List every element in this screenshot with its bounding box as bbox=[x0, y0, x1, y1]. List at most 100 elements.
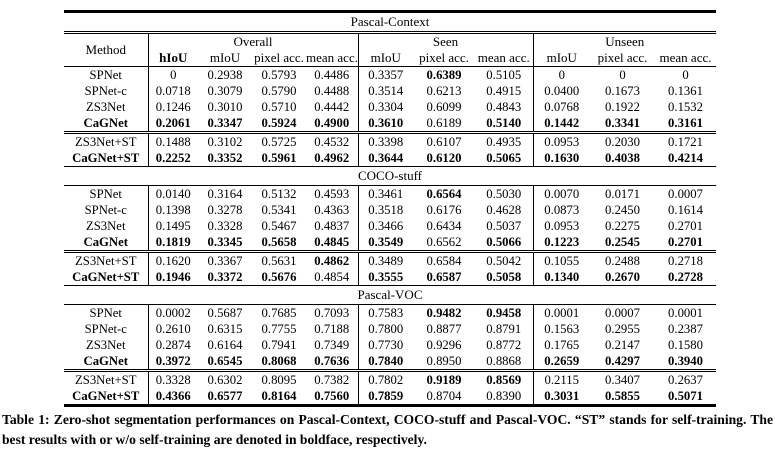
method-cell: CaGNet+ST bbox=[72, 389, 140, 403]
value-cell: 0.2955 bbox=[605, 322, 640, 336]
section-title-row: Pascal-Context bbox=[64, 10, 716, 34]
value-cell: 0.3079 bbox=[207, 84, 243, 98]
value-cell: 0.0718 bbox=[147, 83, 198, 99]
results-table-wrap: Pascal-Context Method Overall Seen Unsee… bbox=[64, 10, 716, 407]
value-cell: 0.7859 bbox=[357, 388, 413, 406]
value-cell: 0.1340 bbox=[532, 269, 590, 286]
method-cell: CaGNet+ST bbox=[72, 151, 140, 165]
value-cell: 0.4837 bbox=[314, 219, 350, 233]
value-cell: 0.7730 bbox=[357, 337, 413, 353]
method-cell: ZS3Net bbox=[86, 219, 126, 233]
value-cell: 0.6189 bbox=[426, 116, 462, 130]
method-cell: CaGNet bbox=[83, 354, 128, 368]
table-body: Pascal-Context Method Overall Seen Unsee… bbox=[64, 10, 716, 406]
value-cell: 0.3372 bbox=[207, 270, 243, 284]
value-cell: 0.5855 bbox=[605, 389, 640, 403]
value-cell: 0.5631 bbox=[252, 250, 306, 269]
col-header-miou-unseen: mIoU bbox=[532, 50, 590, 67]
header-row-metrics: hIoU mIoU pixel acc. mean acc. mIoU pixe… bbox=[64, 50, 716, 67]
value-cell: 0.8068 bbox=[261, 354, 297, 368]
value-cell: 0.3347 bbox=[207, 116, 243, 130]
value-cell: 0.7840 bbox=[357, 353, 413, 371]
value-cell: 0.3518 bbox=[357, 202, 413, 218]
value-cell: 0.5710 bbox=[261, 100, 297, 114]
value-cell: 0.3102 bbox=[198, 131, 252, 150]
value-cell: 0.1946 bbox=[147, 269, 198, 286]
value-cell: 0.6315 bbox=[207, 322, 243, 336]
value-cell: 0.1488 bbox=[147, 131, 198, 150]
value-cell: 0.0070 bbox=[532, 185, 590, 202]
value-cell: 0.0953 bbox=[532, 218, 590, 234]
value-cell: 0.1765 bbox=[532, 337, 590, 353]
value-cell: 0.3549 bbox=[357, 234, 413, 252]
value-cell: 0.0140 bbox=[147, 185, 198, 202]
method-cell: ZS3Net+ST bbox=[64, 250, 148, 269]
col-header-meanacc-overall: mean acc. bbox=[306, 50, 358, 67]
value-cell: 0.5042 bbox=[475, 250, 533, 269]
value-cell: 0.4214 bbox=[668, 151, 703, 165]
table-row: CaGNet 0.2061 0.3347 0.5924 0.4900 0.3610 0.61… bbox=[64, 115, 716, 133]
table-row: SPNet 0 0.2938 0.5793 0.4486 0.3357 0.6389 0.51… bbox=[64, 66, 716, 83]
value-cell: 0.7755 bbox=[261, 322, 297, 336]
value-cell: 0 bbox=[682, 68, 689, 82]
value-cell: 0.8877 bbox=[426, 322, 462, 336]
table-row: SPNet-c 0.0718 0.3079 0.5790 0.4488 0.3514 0.6… bbox=[64, 83, 716, 99]
value-cell: 0.2061 bbox=[147, 115, 198, 133]
value-cell: 0.6562 bbox=[426, 235, 462, 249]
value-cell: 0.2637 bbox=[655, 369, 716, 388]
value-cell: 0.7583 bbox=[357, 304, 413, 321]
value-cell: 0.3610 bbox=[357, 115, 413, 133]
table-row: SPNet-c 0.1398 0.3278 0.5341 0.4363 0.3518 0.6… bbox=[64, 202, 716, 218]
value-cell: 0.3367 bbox=[198, 250, 252, 269]
method-cell: ZS3Net+ST bbox=[64, 369, 148, 388]
table-row: ZS3Net+ST 0.1488 0.3102 0.5725 0.4532 0.3398 0… bbox=[64, 131, 716, 150]
value-cell: 0.1922 bbox=[605, 100, 640, 114]
value-cell: 0.1630 bbox=[532, 150, 590, 167]
value-cell: 0.3341 bbox=[605, 116, 640, 130]
value-cell: 0.5467 bbox=[261, 219, 297, 233]
value-cell: 0.6107 bbox=[413, 131, 475, 150]
value-cell: 0.2701 bbox=[668, 235, 703, 249]
group-header-seen: Seen bbox=[357, 32, 533, 50]
value-cell: 0.6176 bbox=[426, 203, 462, 217]
value-cell: 0.6213 bbox=[426, 84, 462, 98]
table-row: SPNet-c 0.2610 0.6315 0.7755 0.7188 0.7800 0.8… bbox=[64, 321, 716, 337]
col-header-pixelacc-unseen: pixel acc. bbox=[590, 50, 655, 67]
value-cell: 0.2275 bbox=[605, 219, 640, 233]
value-cell: 0.0768 bbox=[532, 99, 590, 115]
method-cell: ZS3Net bbox=[86, 100, 126, 114]
value-cell: 0.5961 bbox=[261, 151, 297, 165]
method-cell: ZS3Net bbox=[86, 338, 126, 352]
value-cell: 0.5687 bbox=[207, 306, 243, 320]
value-cell: 0.3031 bbox=[532, 388, 590, 406]
table-row: ZS3Net+ST 0.3328 0.6302 0.8095 0.7382 0.7802 0… bbox=[64, 369, 716, 388]
value-cell: 0.5793 bbox=[261, 68, 297, 82]
value-cell: 0.5140 bbox=[486, 116, 522, 130]
table-row: CaGNet 0.1819 0.3345 0.5658 0.4845 0.3549 0.65… bbox=[64, 234, 716, 252]
value-cell: 0.4593 bbox=[314, 187, 350, 201]
value-cell: 0.3352 bbox=[207, 151, 243, 165]
col-header-meanacc-unseen: mean acc. bbox=[655, 50, 716, 67]
header-row-groups: Method Overall Seen Unseen bbox=[64, 32, 716, 67]
value-cell: 0.2450 bbox=[605, 203, 640, 217]
value-cell: 0.4297 bbox=[605, 354, 640, 368]
col-header-meanacc-seen: mean acc. bbox=[475, 50, 533, 67]
value-cell: 0.2610 bbox=[147, 321, 198, 337]
value-cell: 0.8095 bbox=[252, 369, 306, 388]
col-header-pixelacc-seen: pixel acc. bbox=[413, 50, 475, 67]
value-cell: 0.3555 bbox=[357, 269, 413, 286]
value-cell: 0.3972 bbox=[147, 353, 198, 371]
value-cell: 0.3164 bbox=[207, 187, 243, 201]
method-cell: SPNet bbox=[89, 187, 122, 201]
method-cell: SPNet-c bbox=[84, 84, 127, 98]
value-cell: 0.6545 bbox=[207, 354, 243, 368]
value-cell: 0.4915 bbox=[486, 84, 522, 98]
value-cell: 0.5065 bbox=[486, 151, 522, 165]
method-cell: SPNet-c bbox=[84, 322, 127, 336]
value-cell: 0.3398 bbox=[357, 131, 413, 150]
value-cell: 0.7560 bbox=[314, 389, 350, 403]
value-cell: 0.6434 bbox=[426, 219, 462, 233]
value-cell: 0.2874 bbox=[147, 337, 198, 353]
value-cell: 0.4854 bbox=[314, 270, 350, 284]
group-header-unseen: Unseen bbox=[532, 32, 716, 50]
